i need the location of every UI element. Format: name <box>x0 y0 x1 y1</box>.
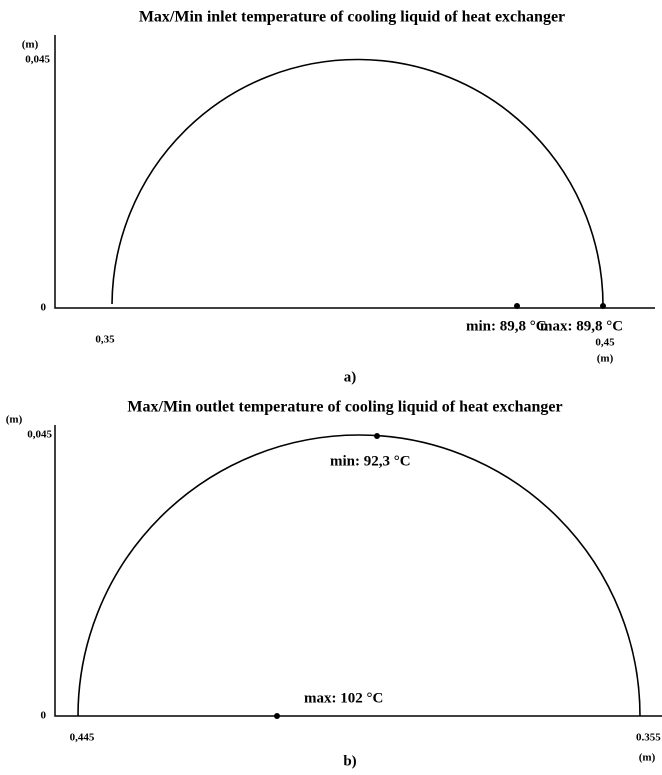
min-point <box>514 303 520 309</box>
y-zero-label: 0 <box>41 710 47 722</box>
y-top-label: 0,045 <box>25 54 50 66</box>
annotation: min: 89,8 °C <box>466 318 547 334</box>
y-zero-label: 0 <box>41 302 47 314</box>
x-unit: (m) <box>597 353 614 365</box>
x-right-label: 0.355 <box>636 732 661 744</box>
x-unit: (m) <box>639 752 656 764</box>
x-left-label: 0,35 <box>95 334 115 346</box>
axes <box>54 425 662 717</box>
caption: b) <box>343 753 356 769</box>
y-unit: (m) <box>6 414 23 426</box>
panel-b: Max/Min outlet temperature of cooling li… <box>6 399 662 769</box>
annotation: max: 102 °C <box>304 690 383 706</box>
panel-title: Max/Min inlet temperature of cooling liq… <box>139 9 565 26</box>
panel-a: Max/Min inlet temperature of cooling liq… <box>22 9 655 385</box>
y-top-label: 0,045 <box>27 429 52 441</box>
y-unit: (m) <box>22 39 39 51</box>
x-right-label: 0,45 <box>595 337 615 349</box>
max-point <box>600 303 606 309</box>
max-point <box>274 713 280 719</box>
annotation: max: 89,8 °C <box>540 318 623 334</box>
axes <box>54 35 655 309</box>
min-point <box>374 433 380 439</box>
cross-section-outline <box>111 58 604 309</box>
caption: a) <box>344 369 357 385</box>
panel-title: Max/Min outlet temperature of cooling li… <box>127 399 562 416</box>
annotation: min: 92,3 °C <box>330 453 411 469</box>
cross-section-outline <box>77 434 641 717</box>
x-left-label: 0,445 <box>70 732 95 744</box>
